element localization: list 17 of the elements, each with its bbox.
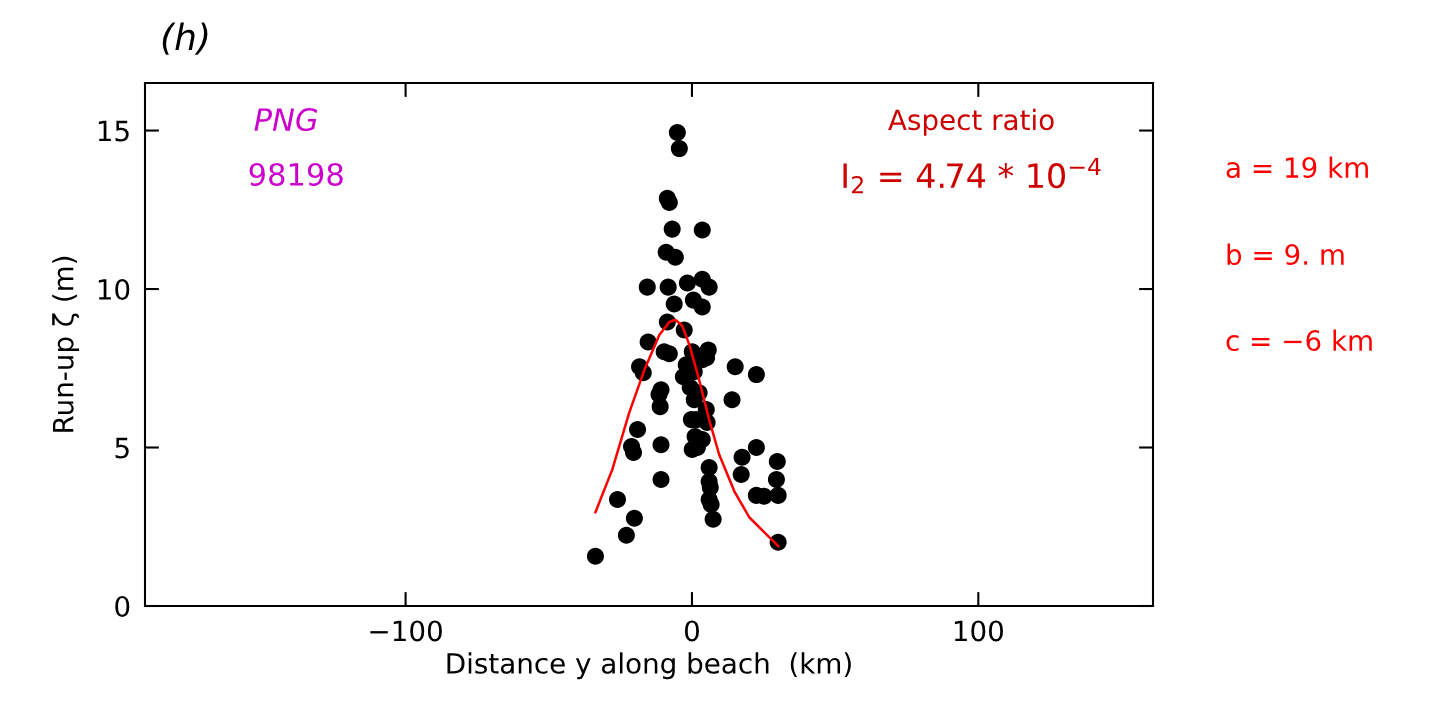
y-tick-label: 15 [98,120,129,142]
annotation: PNG [254,107,318,132]
x-tick-label: −100 [370,620,442,642]
text: c = −6 km [1226,329,1372,352]
x-tick-label: 0 [684,620,699,642]
annotation: Aspect ratio [888,108,1054,136]
x-axis-title: Distance y along beach (km) [447,652,851,680]
annotation: 98198 [249,162,343,187]
y-axis-title: Run-up ζ (m) [52,256,80,432]
y-tick-label: 10 [98,278,130,300]
y-tick-label: 0 [115,595,130,617]
text: b = 9. m [1227,243,1344,266]
annotation: I$_{2}$ = 4.74 * 10$^{−4}$ [843,158,1101,194]
text: a = 19 km [1226,156,1368,179]
x-tick-label: 100 [954,620,1003,642]
y-tick-label: 5 [115,437,129,459]
chart-title: (h) [162,22,208,55]
